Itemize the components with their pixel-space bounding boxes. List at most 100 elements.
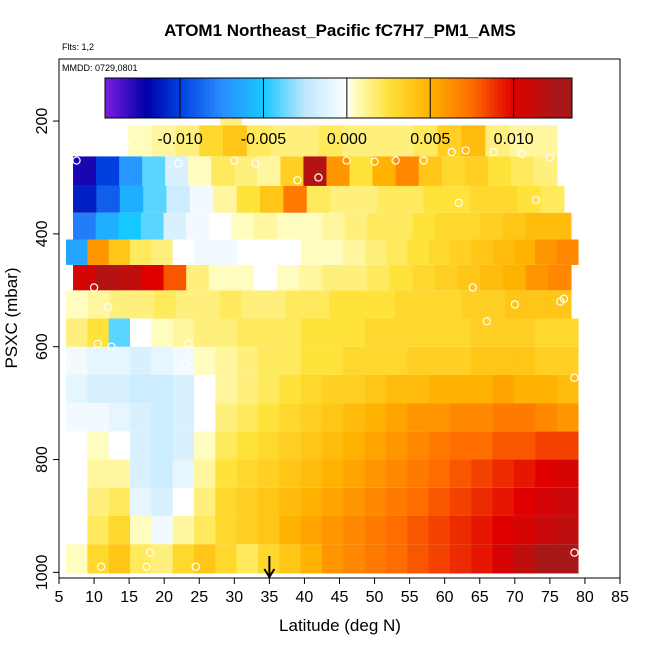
heatmap-cell bbox=[321, 403, 344, 432]
heatmap-cell bbox=[449, 544, 472, 574]
heatmap-cell bbox=[130, 346, 152, 375]
heatmap-cell bbox=[151, 544, 174, 574]
colorbar-swatch bbox=[334, 78, 339, 118]
colorbar-swatch bbox=[116, 78, 122, 118]
heatmap-cell bbox=[257, 374, 280, 404]
sample-point bbox=[184, 339, 193, 349]
heatmap-cell bbox=[449, 374, 472, 404]
heatmap-cell bbox=[118, 212, 142, 240]
heatmap-cell bbox=[556, 515, 579, 545]
sample-point bbox=[482, 317, 491, 326]
colorbar-swatch bbox=[175, 78, 180, 118]
heatmap-cell bbox=[330, 185, 355, 213]
heatmap-cell bbox=[533, 156, 558, 186]
heatmap-cell bbox=[279, 544, 302, 574]
colorbar-swatch bbox=[342, 78, 347, 118]
heatmap-cell bbox=[385, 318, 408, 347]
heatmap-cell bbox=[492, 403, 515, 432]
heatmap-cell bbox=[130, 318, 152, 347]
heatmap-cell bbox=[300, 239, 323, 265]
heatmap-cell bbox=[407, 544, 430, 574]
sample-point bbox=[342, 156, 351, 165]
colorbar-swatch bbox=[486, 78, 491, 118]
colorbar-swatch bbox=[178, 78, 184, 118]
marker-arrow-head bbox=[263, 568, 276, 579]
colorbar-swatch bbox=[568, 78, 573, 118]
heatmap-cell bbox=[513, 515, 536, 545]
heatmap-cell bbox=[492, 374, 515, 404]
colorbar-swatch bbox=[466, 78, 472, 118]
colorbar-swatch bbox=[357, 78, 363, 118]
colorbar-swatch bbox=[105, 78, 110, 118]
heatmap-cell bbox=[87, 487, 110, 516]
heatmap-cell bbox=[95, 264, 119, 291]
colorbar-swatch bbox=[439, 78, 445, 118]
heatmap-cells bbox=[66, 98, 579, 574]
heatmap-cell bbox=[389, 212, 414, 240]
heatmap-cell bbox=[108, 515, 131, 545]
heatmap-cell bbox=[193, 544, 216, 574]
sample-point bbox=[510, 300, 520, 309]
heatmap-cell bbox=[87, 290, 111, 319]
colorbar-swatch bbox=[264, 78, 269, 118]
sample-point bbox=[545, 153, 555, 162]
colorbar-swatch bbox=[424, 78, 429, 118]
heatmap-cell bbox=[535, 515, 558, 545]
heatmap-cell bbox=[66, 431, 88, 460]
heatmap-cell bbox=[343, 403, 366, 432]
dates-note: MMDD: 0729,0801 bbox=[62, 63, 138, 73]
heatmap-cell bbox=[428, 403, 451, 432]
colorbar-swatch bbox=[354, 78, 359, 118]
heatmap-cell bbox=[215, 431, 238, 460]
heatmap-cell bbox=[503, 264, 527, 291]
colorbar-swatch bbox=[533, 78, 538, 118]
colorbar-swatch bbox=[381, 78, 386, 118]
heatmap-cell bbox=[407, 459, 430, 488]
heatmap-cell bbox=[449, 346, 472, 375]
colorbar-swatch bbox=[221, 78, 227, 118]
heatmap-cell bbox=[103, 125, 129, 157]
heatmap-cell bbox=[423, 185, 448, 213]
colorbar-swatch bbox=[330, 78, 336, 118]
colorbar-swatch bbox=[217, 78, 223, 118]
colorbar-swatch bbox=[498, 78, 503, 118]
heatmap-cell bbox=[215, 346, 238, 375]
colorbar-swatch bbox=[505, 78, 511, 118]
x-tick-label: 60 bbox=[436, 589, 454, 606]
heatmap-cell bbox=[276, 264, 300, 291]
heatmap-cell bbox=[130, 487, 152, 516]
colorbar-swatch bbox=[248, 78, 254, 118]
heatmap-cell bbox=[279, 515, 302, 545]
heatmap-cell bbox=[385, 374, 408, 404]
sample-point bbox=[489, 147, 498, 157]
heatmap-cell bbox=[412, 264, 436, 291]
colorbar-swatch bbox=[140, 78, 145, 118]
sample-point bbox=[370, 157, 379, 166]
heatmap-cell bbox=[231, 264, 255, 291]
heatmap-cell bbox=[279, 403, 302, 432]
colorbar-swatch bbox=[280, 78, 285, 118]
heatmap-cell bbox=[492, 459, 515, 488]
colorbar-swatch bbox=[404, 78, 410, 118]
heatmap-cell bbox=[66, 487, 88, 516]
heatmap-cell bbox=[385, 431, 408, 460]
heatmap-cell bbox=[215, 544, 238, 574]
heatmap-cell bbox=[548, 290, 572, 319]
heatmap-cell bbox=[385, 239, 408, 265]
sample-point bbox=[145, 548, 155, 557]
x-tick-label: 50 bbox=[366, 589, 384, 606]
heatmap-cell bbox=[483, 290, 506, 319]
y-axis-label: PSXC (mbar) bbox=[2, 267, 21, 368]
heatmap-cell bbox=[470, 185, 495, 213]
colorbar-swatch bbox=[136, 78, 141, 118]
sample-point bbox=[181, 359, 190, 368]
heatmap-cell bbox=[299, 264, 323, 291]
colorbar-swatch bbox=[463, 78, 468, 118]
heatmap-cell bbox=[492, 346, 515, 375]
heatmap-cell bbox=[151, 125, 176, 157]
sample-point bbox=[191, 562, 200, 571]
colorbar-swatch bbox=[182, 78, 188, 118]
colorbar-swatch bbox=[194, 78, 199, 118]
heatmap-cell bbox=[300, 431, 323, 460]
colorbar-swatch bbox=[229, 78, 234, 118]
